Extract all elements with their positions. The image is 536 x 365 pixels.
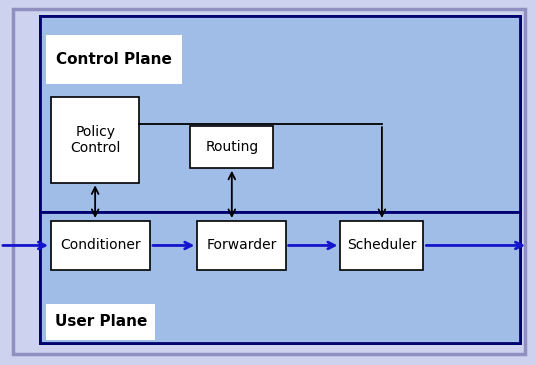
Bar [197, 221, 286, 270]
Text: Forwarder: Forwarder [206, 238, 277, 253]
Text: Policy
Control: Policy Control [70, 124, 120, 155]
Text: Control Plane: Control Plane [56, 52, 172, 67]
Bar [40, 16, 520, 212]
Bar [51, 97, 139, 182]
Text: Scheduler: Scheduler [347, 238, 416, 253]
Bar [190, 126, 273, 168]
Bar [51, 221, 150, 270]
Bar [340, 221, 423, 270]
Bar [40, 212, 520, 343]
Bar [46, 304, 155, 340]
Text: User Plane: User Plane [55, 314, 147, 330]
Bar [46, 35, 182, 84]
Text: Conditioner: Conditioner [60, 238, 141, 253]
Bar [40, 16, 520, 343]
Text: Routing: Routing [205, 140, 258, 154]
